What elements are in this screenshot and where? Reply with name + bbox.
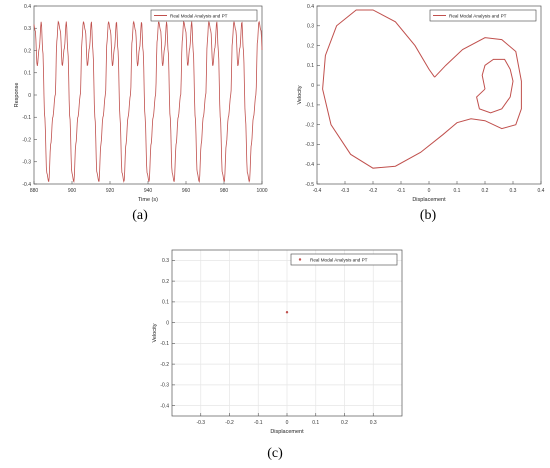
y-tick-label: 0.2 xyxy=(162,279,169,285)
y-axis-label: Response xyxy=(14,83,20,108)
y-tick-label: 0 xyxy=(311,83,314,89)
legend-box xyxy=(429,9,537,22)
y-tick-label: 0.1 xyxy=(307,63,314,69)
chart-a-svg: 880 900 920 940 960 980 1000 -0.4 -0.3 -0.2 -0.1 0 0… xyxy=(14,4,268,203)
chart-a: 880 900 920 940 960 980 1000 -0.4 -0.3 -0.2 -0.1 0 0… xyxy=(0,0,270,205)
y-tick-label: -0.5 xyxy=(305,182,314,188)
y-tick-label: -0.1 xyxy=(160,341,169,347)
caption-b: (b) xyxy=(419,208,437,223)
x-axis-label: Time (s) xyxy=(138,197,158,203)
y-tick-label: -0.4 xyxy=(160,403,169,409)
x-tick-label: 960 xyxy=(182,188,191,194)
y-tick-label: 0.3 xyxy=(162,258,169,264)
y-tick-label: 0.4 xyxy=(307,4,314,10)
caption-a: (a) xyxy=(132,208,148,223)
x-tick-label: -0.3 xyxy=(341,188,350,194)
x-tick-label: -0.1 xyxy=(397,188,406,194)
y-tick-label: -0.2 xyxy=(160,362,169,368)
legend-box xyxy=(150,9,258,22)
x-tick-label: 0 xyxy=(286,420,289,426)
series-line xyxy=(33,20,263,183)
y-tick-label: 0.3 xyxy=(24,26,31,32)
chart-c-svg: -0.3 -0.2 -0.1 0 0.1 0.2 0.3 -0.4 -0.3 -0.2 -0.1 0 0… xyxy=(152,249,403,435)
x-tick-label: 1000 xyxy=(256,188,267,194)
legend-label: Real Modal Analysis and PT xyxy=(449,13,507,18)
y-tick-label: -0.1 xyxy=(305,103,314,109)
y-tick-label: -0.2 xyxy=(305,122,314,128)
x-tick-label: 980 xyxy=(220,188,229,194)
y-tick-label: 0.2 xyxy=(24,48,31,54)
x-tick-label: -0.2 xyxy=(369,188,378,194)
x-tick-label: -0.1 xyxy=(254,420,263,426)
legend-marker xyxy=(298,258,302,261)
y-tick-label: -0.4 xyxy=(305,162,314,168)
y-axis-label: Velocity xyxy=(152,323,158,342)
y-tick-label: -0.3 xyxy=(22,160,31,166)
y-tick-label: 0.3 xyxy=(307,24,314,30)
x-tick-label: 0.1 xyxy=(312,420,319,426)
plot-frame xyxy=(316,5,542,185)
x-tick-label: -0.4 xyxy=(313,188,322,194)
series-line xyxy=(476,58,514,114)
x-tick-label: 880 xyxy=(30,188,39,194)
data-point xyxy=(285,311,289,314)
legend-label: Real Modal Analysis and PT xyxy=(310,257,368,262)
plot-frame xyxy=(33,5,263,185)
y-tick-label: 0 xyxy=(166,320,169,326)
legend-label: Real Modal Analysis and PT xyxy=(170,13,228,18)
caption-c: (c) xyxy=(267,446,283,461)
x-tick-label: 0.1 xyxy=(454,188,461,194)
x-tick-label: 0.2 xyxy=(482,188,489,194)
y-tick-label: -0.2 xyxy=(22,137,31,143)
y-tick-label: -0.3 xyxy=(305,142,314,148)
chart-b: -0.4 -0.3 -0.2 -0.1 0 0.1 0.2 0.3 0.4 -0.5 -0.4 -0.… xyxy=(285,0,550,205)
y-tick-label: -0.1 xyxy=(22,115,31,121)
x-tick-label: -0.3 xyxy=(196,420,205,426)
x-tick-label: 0.4 xyxy=(538,188,545,194)
y-tick-label: -0.3 xyxy=(160,383,169,389)
x-tick-label: 0.3 xyxy=(370,420,377,426)
x-tick-label: 940 xyxy=(144,188,153,194)
x-tick-label: 920 xyxy=(106,188,115,194)
series-line xyxy=(322,9,522,169)
y-tick-label: 0.2 xyxy=(307,43,314,49)
legend-box xyxy=(290,253,398,266)
x-tick-label: 0.3 xyxy=(510,188,517,194)
y-tick-label: 0.1 xyxy=(24,71,31,77)
x-axis-label: Displacement xyxy=(412,197,446,203)
y-axis-label: Velocity xyxy=(297,85,303,104)
chart-b-svg: -0.4 -0.3 -0.2 -0.1 0 0.1 0.2 0.3 0.4-0.5-0.4-0.… xyxy=(297,4,545,203)
chart-c: -0.3 -0.2 -0.1 0 0.1 0.2 0.3 -0.4 -0.3 -0.2 -0.1 0 0… xyxy=(130,238,410,443)
y-tick-label: 0.1 xyxy=(162,300,169,306)
y-tick-label: -0.4 xyxy=(22,182,31,188)
x-tick-label: 900 xyxy=(68,188,77,194)
x-tick-label: 0 xyxy=(428,188,431,194)
x-axis-label: Displacement xyxy=(270,429,304,435)
y-tick-label: 0.4 xyxy=(24,4,31,10)
y-tick-label: 0 xyxy=(28,93,31,99)
x-tick-label: -0.2 xyxy=(225,420,234,426)
x-tick-label: 0.2 xyxy=(341,420,348,426)
